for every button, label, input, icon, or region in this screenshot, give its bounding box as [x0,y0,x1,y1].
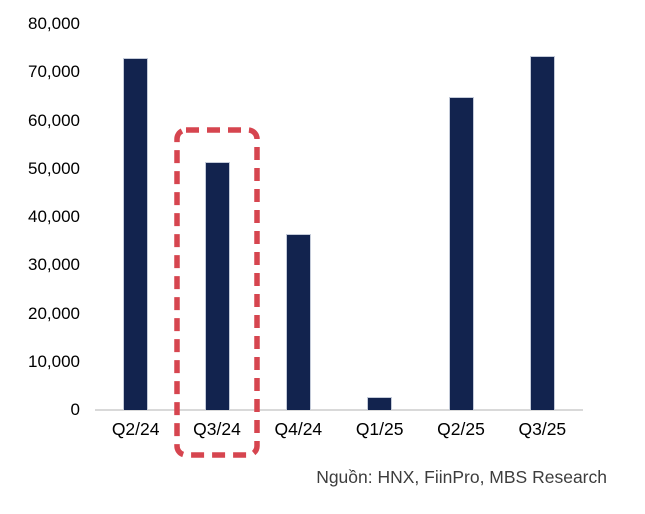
bar-q1-25 [367,396,393,410]
y-tick-label-20000: 20,000 [28,303,80,323]
bar-q3-24 [204,161,230,410]
x-label-q4-24: Q4/24 [274,419,323,439]
x-label-q2-25: Q2/25 [437,419,485,439]
y-tick-label-70000: 70,000 [28,62,80,82]
source-note: Nguồn: HNX, FiinPro, MBS Research [316,467,607,487]
y-tick-label-0: 0 [70,400,80,419]
x-label-q3-25: Q3/25 [518,419,567,439]
x-axis-line [95,409,583,411]
x-label-q1-25: Q1/25 [355,419,404,439]
bar-q2-24 [123,57,149,410]
x-label-q3-24: Q3/24 [193,419,241,439]
bar-q4-24 [285,234,311,410]
bar-q2-25 [448,96,474,410]
bar-q3-25 [529,56,555,410]
y-tick-label-80000: 80,000 [28,14,80,33]
x-label-q2-24: Q2/24 [111,419,160,439]
y-tick-label-10000: 10,000 [28,351,80,371]
y-tick-label-60000: 60,000 [28,110,80,130]
y-tick-label-30000: 30,000 [28,255,80,275]
y-tick-label-40000: 40,000 [28,207,80,226]
y-tick-label-50000: 50,000 [28,158,80,178]
